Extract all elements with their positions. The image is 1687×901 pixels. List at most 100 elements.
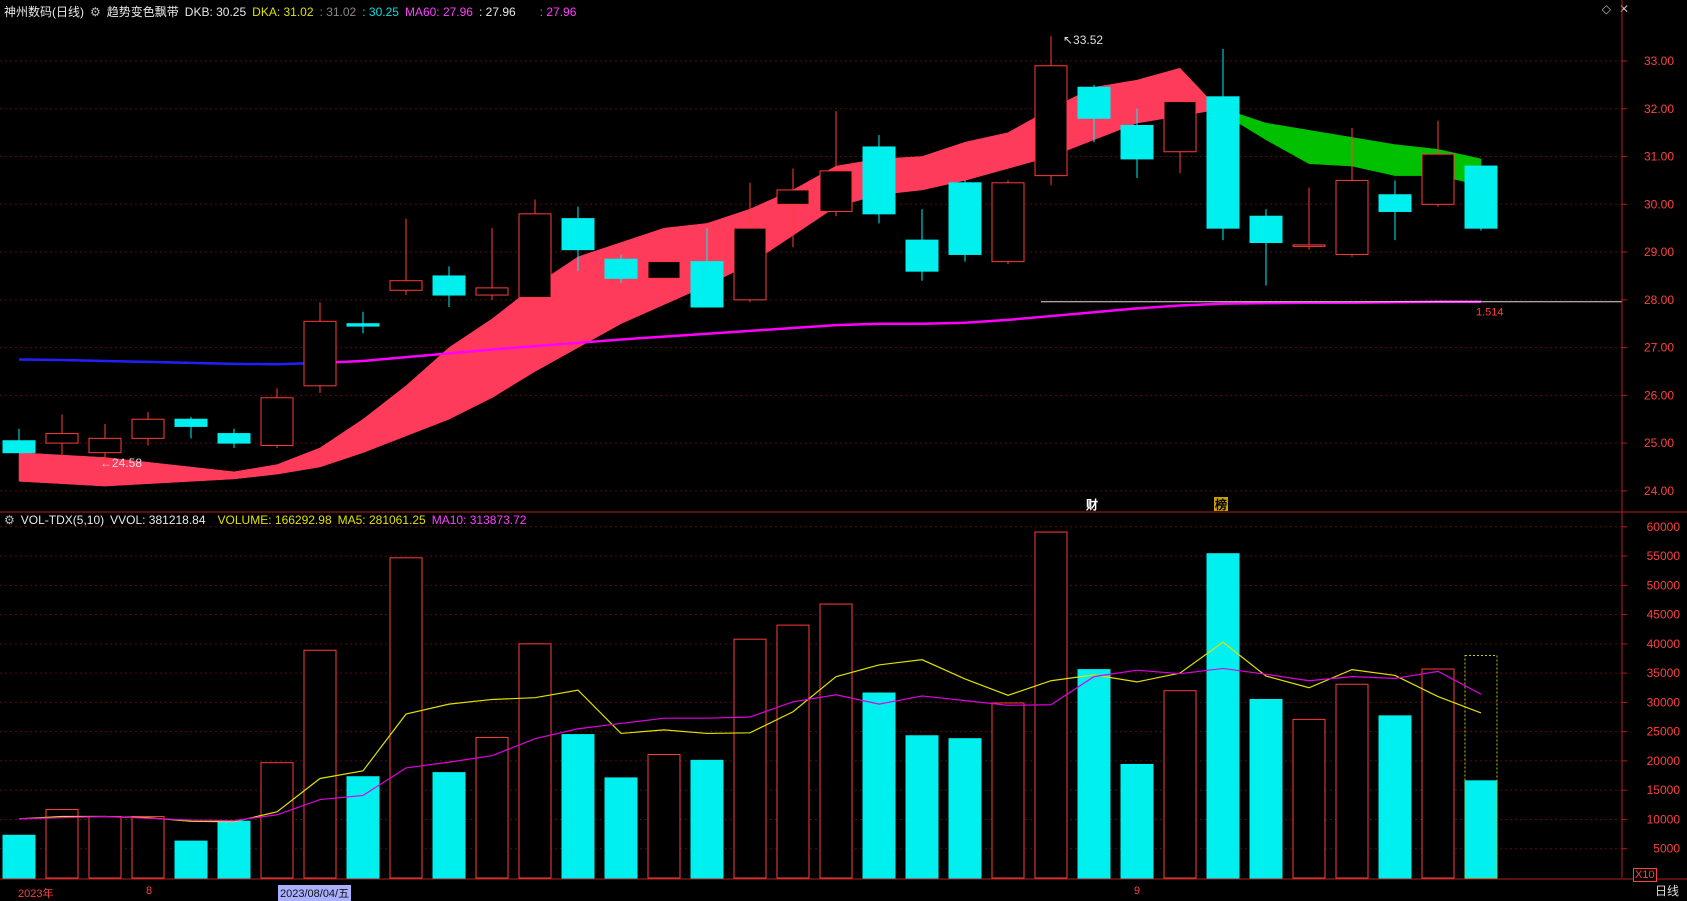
candle-body [691, 262, 723, 307]
candle-body [1121, 125, 1153, 158]
indicator-name[interactable]: 趋势变色飘带 [107, 3, 179, 20]
volume-bar [562, 735, 594, 878]
price-tick-label: 33.00 [1644, 54, 1674, 68]
volume-tick-label: 35000 [1647, 666, 1681, 680]
candle-body [1336, 180, 1368, 254]
candle [1121, 109, 1153, 178]
stock-title[interactable]: 神州数码(日线) [4, 3, 84, 20]
candle-body [605, 259, 637, 278]
candle-body [132, 419, 164, 438]
candle-body [1035, 66, 1067, 176]
price-tick-label: 26.00 [1644, 388, 1674, 402]
ribbon-segment [1395, 145, 1438, 176]
candle-body [734, 228, 766, 300]
volume-bar [476, 738, 508, 878]
panel-frames [0, 0, 1687, 879]
volume-indicator-name[interactable]: VOL-TDX(5,10) [21, 513, 104, 527]
candle-body [820, 171, 852, 212]
trend-ribbon [19, 68, 1481, 486]
volume-bar [304, 650, 336, 878]
candle [820, 111, 852, 216]
volume-bar-projection [1465, 656, 1497, 878]
candle [562, 207, 594, 271]
diamond-icon[interactable]: ◇ [1602, 2, 1611, 16]
volume-tick-label: 5000 [1653, 842, 1680, 856]
candle [1465, 166, 1497, 230]
candle-body [777, 190, 809, 204]
candlestick-series [3, 36, 1497, 463]
candle [476, 228, 508, 300]
chart-grid [0, 61, 1622, 849]
main-chart-header: 神州数码(日线) ⚙ 趋势变色飘带 DKB: 30.25 DKA: 31.02 … [4, 3, 576, 20]
ma60-segment [492, 346, 535, 349]
ribbon-segment [1352, 137, 1395, 175]
volume-chart-header: ⚙ VOL-TDX(5,10) VVOL: 381218.84 VOLUME: … [4, 513, 526, 527]
ma60-segment [922, 323, 965, 324]
volume-bar [1207, 554, 1239, 878]
ma60-segment [836, 324, 879, 325]
volume-settings-icon[interactable]: ⚙ [4, 513, 15, 527]
candle-body [1164, 102, 1196, 152]
ribbon-segment [578, 243, 621, 348]
ribbon-segment [1180, 68, 1223, 116]
ribbon-segment [277, 448, 320, 474]
ma60-segment [449, 350, 492, 354]
candle-body [347, 324, 379, 326]
candle [1336, 128, 1368, 257]
volume-ma-lines [19, 642, 1481, 822]
candle-body [390, 281, 422, 291]
vol-ma10-value: MA10: 313873.72 [432, 513, 527, 527]
ribbon-segment [363, 386, 406, 453]
extra-value-3: : 27.96 [479, 5, 516, 19]
ribbon-segment [492, 285, 535, 397]
candle [1035, 36, 1067, 185]
volume-bar [734, 639, 766, 878]
volume-bar [1035, 532, 1067, 878]
ma60-segment [535, 343, 578, 346]
x-label-year: 2023年 [18, 885, 53, 901]
ribbon-segment [320, 419, 363, 467]
candle [218, 429, 250, 448]
volume-tick-label: 30000 [1647, 695, 1681, 709]
ribbon-segment [1008, 109, 1051, 169]
price-tick-label: 28.00 [1644, 293, 1674, 307]
volume-bar [175, 841, 207, 878]
ribbon-segment [922, 142, 965, 190]
candle-body [906, 240, 938, 271]
candle-body [562, 219, 594, 250]
candle [863, 135, 895, 223]
candle-body [433, 276, 465, 295]
settings-gear-icon[interactable]: ⚙ [90, 5, 101, 19]
volume-bar [1422, 669, 1454, 878]
volume-bar [1336, 684, 1368, 878]
candle-body [218, 434, 250, 444]
top-right-controls: ◇ ✕ [1602, 2, 1629, 16]
ribbon-segment [621, 228, 664, 324]
candle-body [3, 441, 35, 453]
price-tick-label: 30.00 [1644, 197, 1674, 211]
close-icon[interactable]: ✕ [1619, 2, 1629, 16]
candle-body [261, 398, 293, 446]
event-marker-box [1214, 497, 1228, 511]
candle [1422, 121, 1454, 207]
candle [777, 168, 809, 247]
ma60-segment [191, 363, 234, 364]
volume-tick-label: 25000 [1647, 725, 1681, 739]
candle-body [1422, 154, 1454, 204]
volume-tick-label: 10000 [1647, 812, 1681, 826]
volume-bar [906, 736, 938, 878]
period-label[interactable]: 日线 [1655, 882, 1679, 899]
volume-bar [949, 739, 981, 878]
ma60-segment [363, 357, 406, 361]
volume-bar [89, 817, 121, 878]
volume-bar [347, 777, 379, 878]
candle [1207, 49, 1239, 240]
volume-tick-label: 45000 [1647, 608, 1681, 622]
candle [89, 424, 121, 463]
ribbon-segment [750, 190, 793, 264]
ma60-segment [148, 362, 191, 363]
volume-tick-label: 20000 [1647, 754, 1681, 768]
ma60-segment [793, 325, 836, 328]
ribbon-segment [406, 348, 449, 436]
